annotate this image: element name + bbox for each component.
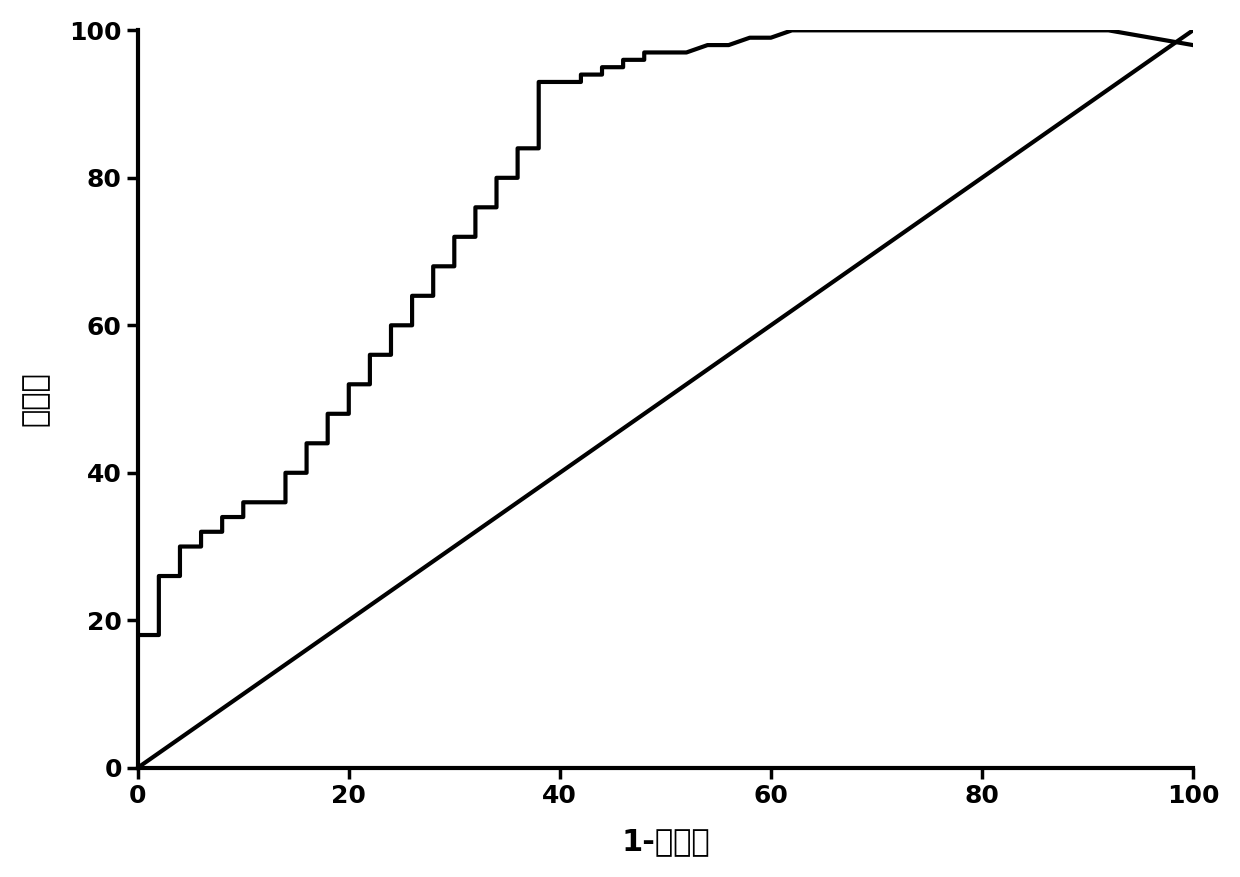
X-axis label: 1-特异性: 1-特异性 (621, 827, 709, 856)
Y-axis label: 灵敏度: 灵敏度 (21, 372, 50, 426)
